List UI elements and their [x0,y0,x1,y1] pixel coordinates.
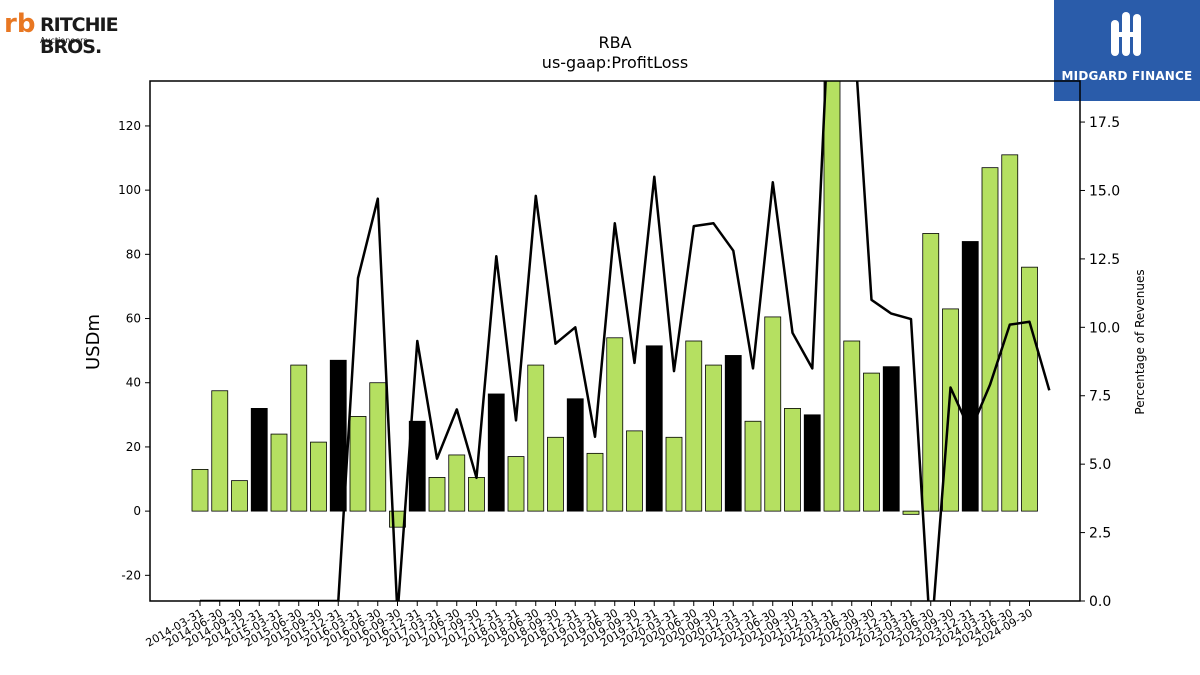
bar-2021-03-31 [744,420,762,512]
bar-2017-06-30 [448,454,466,512]
line-series-group [200,81,1051,601]
bar-2014-03-31 [191,468,209,512]
midgard-finance-logo: MIDGARD FINANCE [1054,0,1200,101]
bar-2024-06-30 [1001,154,1019,512]
bar-2015-03-31 [270,433,288,512]
y-tick-label: 40 [126,376,141,390]
y-axis-label: USDm [83,314,104,370]
y2-axis-label: Percentage of Revenues [1133,269,1147,414]
percentage-line [200,81,1051,601]
chart-title: RBA [598,33,631,52]
bar-2017-12-31 [487,393,505,512]
bar-2022-12-31 [882,366,900,512]
bar-2019-09-30 [626,430,643,512]
bar-2023-06-30 [922,233,940,512]
chart-subtitle: us-gaap:ProfitLoss [542,53,688,72]
ritchie-bros-name: RITCHIE BROS. [40,14,119,58]
y-tick-label: 100 [118,183,141,197]
bar-series [191,81,1038,528]
bar-2018-03-31 [507,456,525,512]
midgard-finance-name: MIDGARD FINANCE [1061,69,1193,83]
bar-2018-09-30 [547,436,564,512]
y2-tick-label: 15.0 [1089,183,1120,199]
bar-2019-03-31 [586,452,604,512]
y2-tick-label: 7.5 [1089,389,1111,405]
bar-2014-06-30 [211,390,229,512]
bar-2016-06-30 [369,382,387,512]
bar-2015-12-31 [329,359,347,512]
bar-2023-09-30 [942,308,959,512]
bar-2014-09-30 [231,480,248,512]
bar-2014-12-31 [250,408,268,512]
rb-mark-icon: rb [4,9,35,39]
bar-2024-03-31 [981,167,999,512]
bar-2020-12-31 [724,355,742,512]
y2-tick-label: 10.0 [1089,320,1120,336]
bar-2020-06-30 [685,340,703,512]
bar-2022-09-30 [863,372,880,512]
bar-2019-06-30 [606,337,624,512]
midgard-mark-icon [1111,12,1141,56]
y-tick-label: 120 [118,119,141,133]
y2-tick-label: 17.5 [1089,115,1120,131]
bar-2023-03-31 [902,510,920,515]
y2-tick-label: 12.5 [1089,252,1120,268]
bar-2023-12-31 [961,241,979,512]
bar-2015-06-30 [290,364,308,512]
y-tick-label: 20 [126,440,141,454]
y-tick-label: 80 [126,247,141,261]
bar-2020-03-31 [665,436,683,512]
bar-2017-09-30 [468,477,485,512]
bar-2018-12-31 [566,398,584,512]
bar-2019-12-31 [645,345,663,512]
ritchie-bros-logo: rb RITCHIE BROS. Auctioneers [4,4,174,58]
bar-2015-09-30 [310,441,327,512]
plot-area: -20 0 20 40 60 80 100 120 0.0 2.5 5.0 7.5 10.0 12.5 15… [118,80,1120,650]
bar-2016-03-31 [349,416,367,512]
bar-2022-03-31 [823,81,841,512]
y2-tick-label: 2.5 [1089,526,1111,542]
bar-2017-03-31 [428,477,446,512]
bar-2024-09-30 [1021,266,1038,512]
y-tick-label: -20 [121,568,141,582]
y2-tick-label: 0.0 [1089,594,1111,610]
bar-2020-09-30 [705,364,722,512]
ritchie-bros-subtitle: Auctioneers [40,36,88,45]
bar-2021-09-30 [784,408,801,512]
y-tick-label: 0 [133,504,141,518]
y-tick-label: 60 [126,312,141,326]
bar-2021-12-31 [803,414,821,512]
svg-text:rb: rb [4,9,35,39]
bar-2021-06-30 [764,316,782,512]
bar-2022-06-30 [843,340,861,512]
bar-2018-06-30 [527,364,545,512]
y2-tick-label: 5.0 [1089,457,1111,473]
